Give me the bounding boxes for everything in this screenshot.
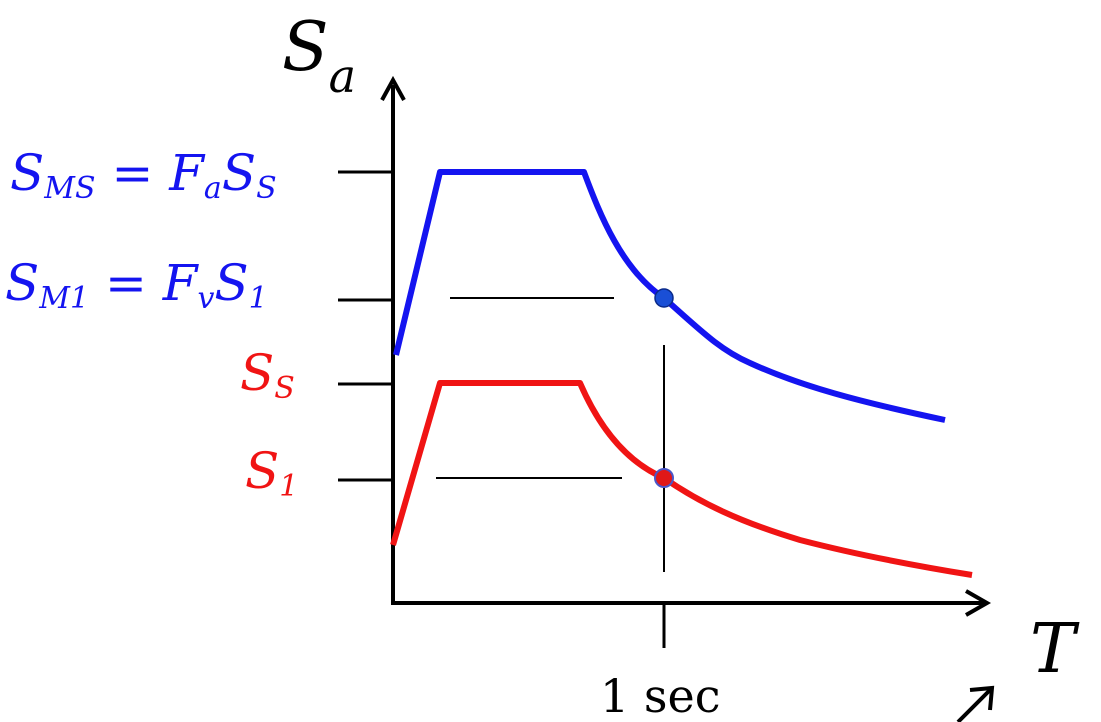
y-axis-label-sub: a: [329, 49, 356, 103]
mce-point-1sec-marker: [654, 288, 674, 308]
y-axis-label: Sa: [282, 8, 356, 103]
label-sms: SMS = FaSS: [10, 144, 277, 206]
y-axis-arrow: [380, 75, 406, 101]
mapped-point-1sec-marker: [654, 468, 674, 488]
x-axis-arrow: [965, 589, 992, 617]
label-s1: S1: [245, 442, 298, 504]
mapped-spectrum-curve: [390, 380, 973, 578]
label-sm1: SM1 = FvS1: [5, 254, 268, 316]
decorative-arrow-head: [969, 685, 995, 711]
y-axis-label-main: S: [282, 8, 329, 87]
label-ss: SS: [240, 344, 295, 406]
decorative-arrow: [956, 688, 992, 722]
x-tick-label-1sec: 1 sec: [600, 669, 720, 722]
x-axis-label: T: [1030, 610, 1080, 689]
mce-spectrum-curve: [393, 169, 946, 423]
